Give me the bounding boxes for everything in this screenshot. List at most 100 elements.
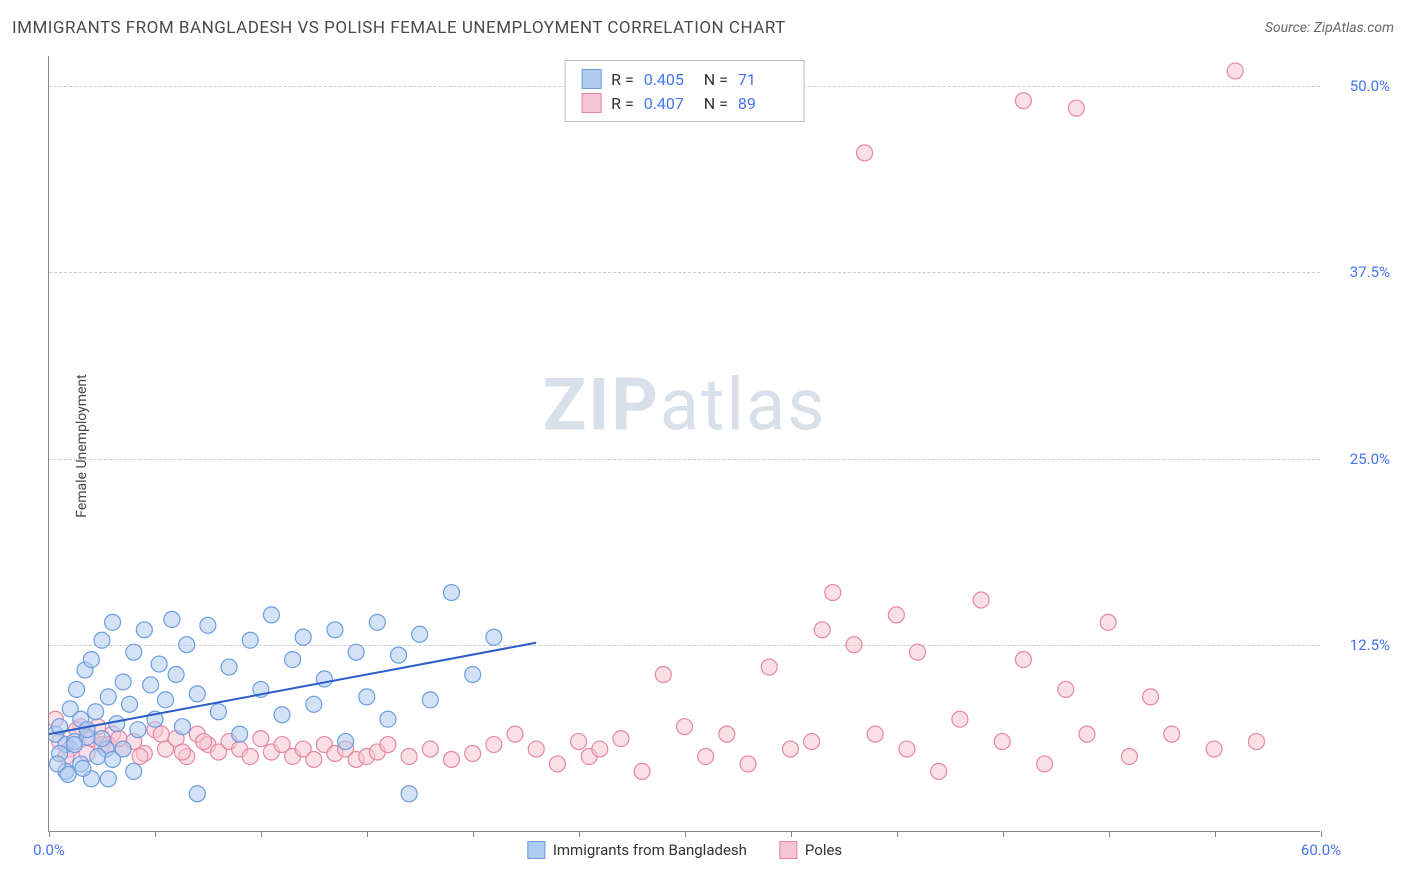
data-point	[69, 681, 85, 697]
x-tick	[49, 831, 50, 837]
data-point	[592, 741, 608, 757]
plot-area: ZIPatlas R = 0.405 N = 71 R = 0.407 N = …	[48, 56, 1320, 832]
data-point	[422, 741, 438, 757]
data-point	[153, 726, 169, 742]
data-point	[1206, 741, 1222, 757]
data-point	[210, 704, 226, 720]
plot-svg	[49, 56, 1320, 831]
n-value-1: 89	[738, 94, 788, 113]
data-point	[761, 659, 777, 675]
r-value-0: 0.405	[644, 70, 694, 89]
data-point	[115, 674, 131, 690]
data-point	[486, 737, 502, 753]
data-point	[109, 716, 125, 732]
legend-swatch-poles	[581, 93, 601, 113]
data-point	[910, 644, 926, 660]
data-point	[740, 756, 756, 772]
r-label: R =	[611, 94, 634, 113]
data-point	[507, 726, 523, 742]
x-tick	[791, 831, 792, 837]
y-tick-label: 12.5%	[1330, 636, 1390, 654]
data-point	[549, 756, 565, 772]
data-point	[143, 677, 159, 693]
data-point	[94, 632, 110, 648]
data-point	[443, 751, 459, 767]
x-tick	[367, 831, 368, 837]
data-point	[130, 722, 146, 738]
data-point	[83, 652, 99, 668]
x-tick	[1215, 831, 1216, 837]
data-point	[804, 734, 820, 750]
data-point	[634, 763, 650, 779]
stats-row-0: R = 0.405 N = 71	[581, 67, 788, 91]
data-point	[136, 622, 152, 638]
data-point	[151, 656, 167, 672]
data-point	[295, 629, 311, 645]
n-value-0: 71	[738, 70, 788, 89]
data-point	[422, 692, 438, 708]
data-point	[232, 726, 248, 742]
data-point	[369, 614, 385, 630]
data-point	[200, 617, 216, 633]
data-point	[306, 751, 322, 767]
data-point	[221, 659, 237, 675]
x-tick	[897, 831, 898, 837]
data-point	[94, 731, 110, 747]
legend-label-0: Immigrants from Bangladesh	[553, 841, 747, 859]
y-tick-label: 37.5%	[1330, 263, 1390, 281]
data-point	[380, 711, 396, 727]
data-point	[973, 592, 989, 608]
data-point	[719, 726, 735, 742]
data-point	[79, 722, 95, 738]
data-point	[285, 652, 301, 668]
data-point	[465, 746, 481, 762]
y-tick-label: 25.0%	[1330, 450, 1390, 468]
data-point	[359, 689, 375, 705]
y-tick-label: 50.0%	[1330, 77, 1390, 95]
x-tick	[1321, 831, 1322, 837]
data-point	[825, 585, 841, 601]
data-point	[1058, 681, 1074, 697]
data-point	[465, 667, 481, 683]
data-point	[1121, 748, 1137, 764]
chart-title: IMMIGRANTS FROM BANGLADESH VS POLISH FEM…	[12, 18, 786, 38]
data-point	[412, 626, 428, 642]
legend-swatch-icon	[527, 841, 545, 859]
data-point	[931, 763, 947, 779]
data-point	[782, 741, 798, 757]
data-point	[571, 734, 587, 750]
data-point	[274, 707, 290, 723]
data-point	[174, 719, 190, 735]
data-point	[115, 741, 131, 757]
data-point	[179, 637, 195, 653]
data-point	[380, 737, 396, 753]
data-point	[655, 667, 671, 683]
data-point	[90, 748, 106, 764]
data-point	[126, 763, 142, 779]
x-tick-label: 60.0%	[1301, 841, 1341, 859]
data-point	[126, 644, 142, 660]
data-point	[1015, 93, 1031, 109]
data-point	[1015, 652, 1031, 668]
title-bar: IMMIGRANTS FROM BANGLADESH VS POLISH FEM…	[12, 18, 1394, 38]
data-point	[814, 622, 830, 638]
data-point	[306, 696, 322, 712]
data-point	[994, 734, 1010, 750]
data-point	[846, 637, 862, 653]
data-point	[391, 647, 407, 663]
data-point	[952, 711, 968, 727]
x-tick-label: 0.0%	[33, 841, 65, 859]
source-attribution: Source: ZipAtlas.com	[1265, 20, 1394, 36]
data-point	[100, 689, 116, 705]
data-point	[401, 748, 417, 764]
n-label: N =	[704, 94, 728, 113]
data-point	[528, 741, 544, 757]
x-tick	[579, 831, 580, 837]
data-point	[401, 786, 417, 802]
data-point	[867, 726, 883, 742]
data-point	[1164, 726, 1180, 742]
data-point	[253, 731, 269, 747]
data-point	[857, 145, 873, 161]
x-tick	[261, 831, 262, 837]
data-point	[899, 741, 915, 757]
